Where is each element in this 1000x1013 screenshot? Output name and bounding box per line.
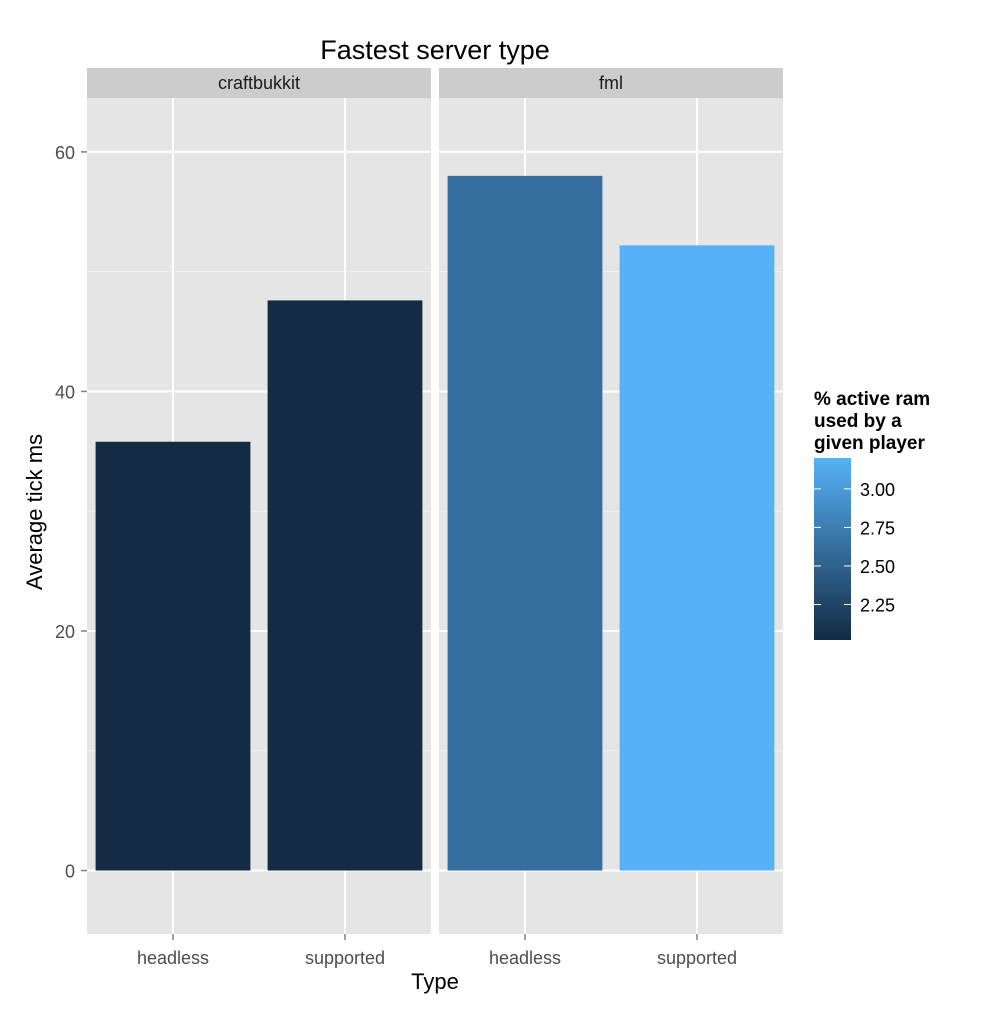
legend-tick-label: 2.50 [860,557,895,577]
bar-fml-headless [447,175,603,871]
legend-tick-label: 2.25 [860,596,895,616]
facet-panel-craftbukkit: headless supported craftbukkit [87,68,431,968]
y-axis-title: Average tick ms [22,434,47,590]
legend-title-line: given player [814,433,925,454]
x-tick-label: headless [489,948,561,968]
facet-strip-label: fml [599,73,623,93]
x-tick-label: supported [305,948,385,968]
y-tick-label: 0 [65,862,75,882]
x-axis-title: Type [411,969,459,994]
legend-title-line: % active ram [814,389,930,410]
plot-panels: headless supported craftbukkit headless supp… [87,68,783,968]
y-axis: 0 20 40 60 [55,143,87,882]
legend-colorbar [814,458,851,640]
y-tick-label: 60 [55,143,75,163]
facet-strip [439,68,783,98]
y-tick-label: 20 [55,622,75,642]
facet-strip [87,68,431,98]
bar-craftbukkit-headless [95,441,251,871]
x-tick-label: supported [657,948,737,968]
legend-title-line: used by a [814,411,902,432]
facet-panel-fml: headless supported fml [439,68,783,968]
bar-craftbukkit-supported [267,300,423,871]
legend-tick-label: 2.75 [860,518,895,538]
legend-tick-label: 3.00 [860,480,895,500]
chart-title: Fastest server type [320,35,550,65]
facet-strip-label: craftbukkit [218,73,300,93]
y-tick-label: 40 [55,382,75,402]
bar-fml-supported [619,245,775,871]
x-tick-label: headless [137,948,209,968]
